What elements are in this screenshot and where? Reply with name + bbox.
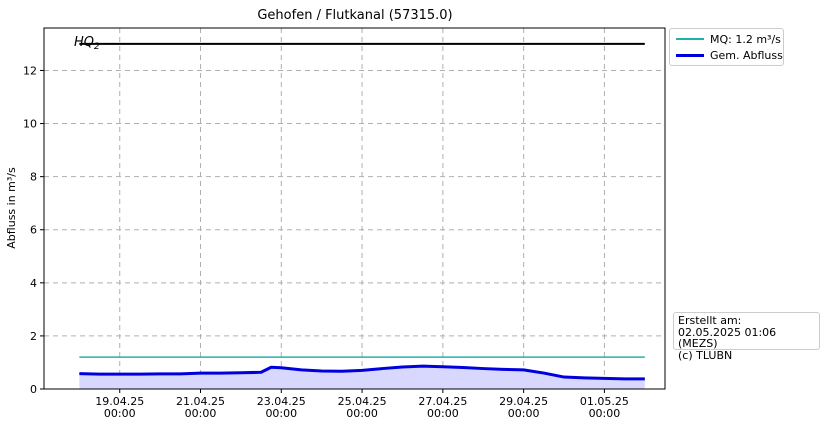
y-tick-label: 8 — [30, 171, 37, 184]
credits-line-3: (c) TLUBN — [678, 348, 733, 362]
x-tick-date: 25.04.25 — [338, 395, 387, 408]
x-tick-date: 27.04.25 — [418, 395, 467, 408]
y-axis-label: Abfluss in m³/s — [5, 167, 18, 249]
legend-item-mq: MQ: 1.2 m³/s — [676, 32, 781, 46]
x-tick-time: 00:00 — [427, 407, 459, 420]
y-tick-label: 2 — [30, 330, 37, 343]
hq2-label: HQ2 — [74, 35, 100, 52]
x-tick-time: 00:00 — [104, 407, 136, 420]
legend-swatch-flow — [676, 53, 704, 57]
y-tick-label: 6 — [30, 224, 37, 237]
flow-fill — [79, 366, 645, 389]
credits-line-2: 02.05.2025 01:06 (MEZS) — [678, 325, 777, 350]
credits-line-1: Erstellt am: — [678, 314, 742, 327]
y-tick-label: 12 — [23, 64, 37, 77]
x-tick-time: 00:00 — [185, 407, 217, 420]
x-tick-time: 00:00 — [346, 407, 378, 420]
grid — [44, 28, 665, 389]
legend: MQ: 1.2 m³/s Gem. Abfluss — [669, 28, 784, 66]
x-tick-time: 00:00 — [589, 407, 621, 420]
x-tick-date: 19.04.25 — [95, 395, 144, 408]
legend-label-flow: Gem. Abfluss — [710, 48, 783, 62]
x-tick-date: 29.04.25 — [499, 395, 548, 408]
flow-line — [79, 364, 645, 381]
y-tick-label: 4 — [30, 277, 37, 290]
y-tick-label: 10 — [23, 118, 37, 131]
x-tick-date: 23.04.25 — [257, 395, 306, 408]
x-tick-date: 21.04.25 — [176, 395, 225, 408]
flow-area — [79, 366, 645, 389]
plot-frame — [43, 27, 666, 390]
series-lines — [79, 42, 645, 381]
credits-box: Erstellt am: 02.05.2025 01:06 (MEZS) (c)… — [673, 312, 820, 361]
x-axis: 19.04.2500:0021.04.2500:0023.04.2500:002… — [95, 389, 629, 420]
y-axis: 0 2 4 6 8 10 12 — [23, 64, 44, 396]
x-tick-time: 00:00 — [265, 407, 297, 420]
chart-title: Gehofen / Flutkanal (57315.0) — [257, 8, 452, 23]
x-tick-time: 00:00 — [508, 407, 540, 420]
y-tick-label: 0 — [30, 383, 37, 396]
x-tick-date: 01.05.25 — [580, 395, 629, 408]
legend-label-mq: MQ: 1.2 m³/s — [710, 32, 781, 46]
legend-swatch-mq — [676, 38, 704, 40]
legend-item-flow: Gem. Abfluss — [676, 48, 783, 62]
